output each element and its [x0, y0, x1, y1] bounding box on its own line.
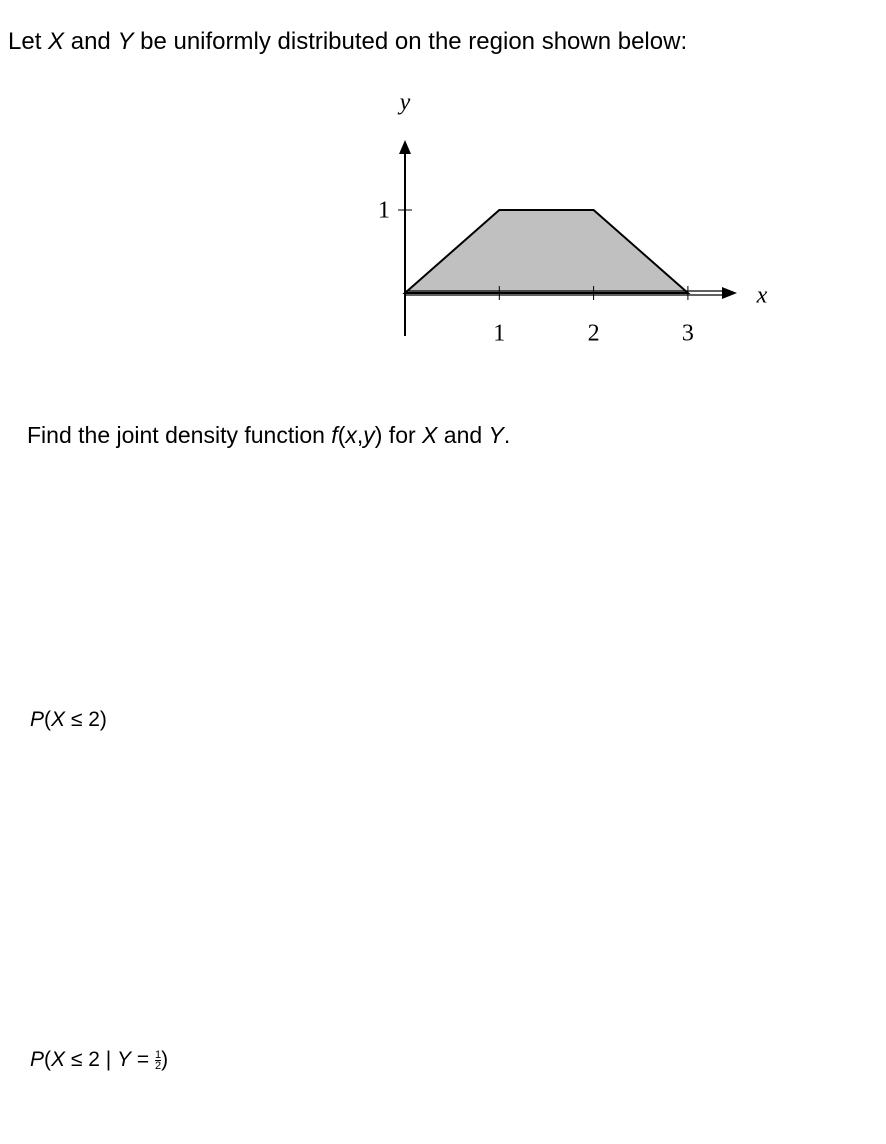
- text: ≤ 2 |: [65, 1048, 118, 1071]
- x-tick-label: 3: [682, 321, 694, 347]
- diagram: x y 1 2 3 1: [378, 90, 768, 347]
- text: (: [44, 1048, 52, 1071]
- x-tick-label: 1: [493, 321, 505, 347]
- text: (: [44, 708, 52, 731]
- text: Find the joint density function: [27, 422, 332, 448]
- text: .: [503, 422, 511, 448]
- question-2: P(X ≤ 2): [30, 708, 107, 732]
- y-label: y: [398, 90, 411, 116]
- text: Y: [117, 28, 134, 55]
- y-arrow: [399, 140, 411, 154]
- text: be uniformly distributed on the region s…: [133, 28, 688, 55]
- text: X: [51, 708, 66, 731]
- text: Y: [117, 1048, 132, 1071]
- text: and: [437, 422, 489, 448]
- region: [402, 209, 691, 294]
- x-label: x: [756, 283, 768, 309]
- text: ,: [356, 422, 364, 448]
- text: P: [30, 708, 45, 731]
- question-3: P(X ≤ 2 | Y = 1 2): [30, 1048, 168, 1072]
- text: (: [337, 422, 346, 448]
- text: for: [382, 422, 423, 448]
- x-tick-label: 2: [588, 321, 600, 347]
- text: ): [161, 1048, 169, 1071]
- text: Let: [8, 28, 49, 55]
- text: Y: [488, 422, 504, 448]
- denominator: 2: [154, 1059, 162, 1072]
- text: P: [30, 1048, 45, 1071]
- text: and: [64, 28, 118, 55]
- text: X: [422, 422, 438, 448]
- x-arrow: [722, 287, 737, 299]
- text: y: [363, 422, 375, 448]
- text: ≤ 2): [65, 708, 107, 731]
- text: x: [345, 422, 357, 448]
- question-1: Find the joint density function f(x,y) f…: [27, 422, 510, 449]
- intro: Let X and Y be uniformly distributed on …: [8, 28, 687, 56]
- numerator: 1: [154, 1048, 162, 1061]
- text: X: [48, 28, 65, 55]
- y-tick-label: 1: [378, 198, 390, 224]
- text: X: [51, 1048, 66, 1071]
- text: f: [331, 422, 338, 448]
- text: ): [374, 422, 383, 448]
- text: =: [131, 1048, 155, 1071]
